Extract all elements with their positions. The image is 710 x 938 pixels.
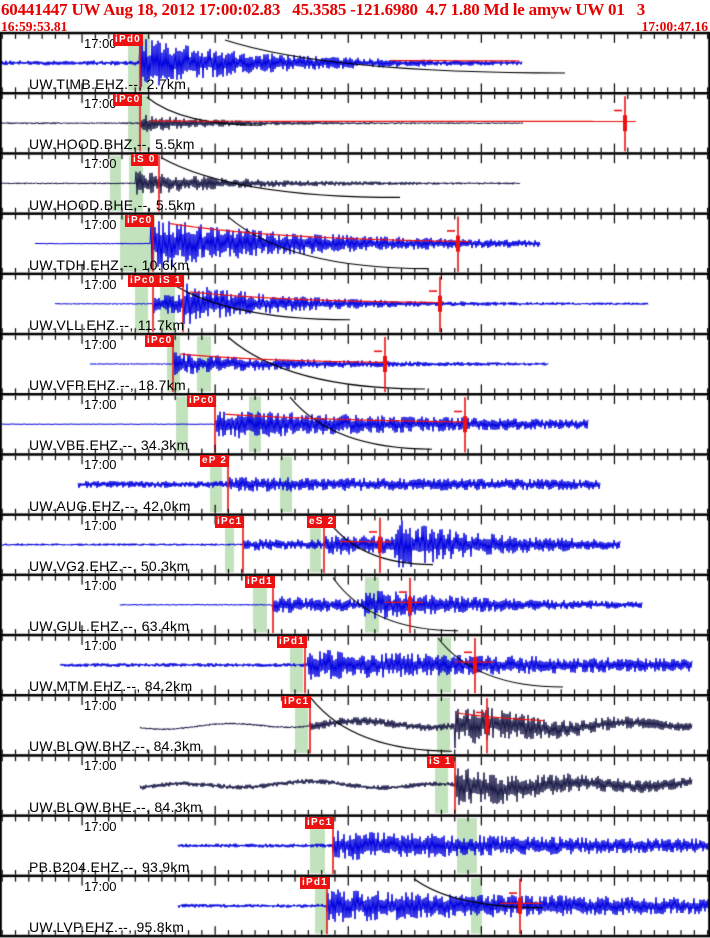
trace-panel[interactable]: 17:00 UW.VG2.EHZ.--, 50.3km iPc1 eS 2 xyxy=(0,515,710,575)
trace-panel[interactable]: 17:00 UW.LVP.EHZ.--, 95.8km iPd1 xyxy=(0,876,710,936)
pick-flag[interactable]: eP 2 xyxy=(200,455,230,468)
window-start-time: 16:59:53.81 xyxy=(1,19,68,34)
station-label: UW.MTM.EHZ.--, 84.2km xyxy=(29,678,193,695)
station-label: UW.LVP.EHZ.--, 95.8km xyxy=(29,918,185,935)
time-label: 17:00 xyxy=(84,36,117,51)
time-label: 17:00 xyxy=(84,818,117,834)
pick-flag[interactable]: iPd0 xyxy=(113,34,143,46)
station-label: UW.BLOW.BHE.--, 84.3km xyxy=(29,798,203,815)
pick-flag[interactable]: iPc0 xyxy=(145,335,175,347)
pick-flag[interactable]: iPc1 xyxy=(215,515,245,528)
time-label: 17:00 xyxy=(84,878,117,894)
time-label: 17:00 xyxy=(84,276,117,292)
trace-panel[interactable]: 17:00 PB.B204.EHZ.--, 93.9km iPc1 xyxy=(0,816,710,876)
pick-flag[interactable]: iS 0 xyxy=(131,154,158,167)
time-label: 17:00 xyxy=(84,337,117,352)
station-label: UW.VFP.EHZ.--, 18.7km xyxy=(29,377,186,394)
station-label: PB.B204.EHZ.--, 93.9km xyxy=(29,858,190,875)
trace-panel[interactable]: 17:00 UW.GUL.EHZ.--, 63.4km iPd1 xyxy=(0,575,710,635)
station-label: UW.VLL.EHZ.--, 11.7km xyxy=(29,316,185,333)
time-label: 17:00 xyxy=(84,638,117,653)
trace-panel[interactable]: 17:00 UW.VFP.EHZ.--, 18.7km iPc0 xyxy=(0,334,710,394)
pick-flag[interactable]: iPc1 xyxy=(305,816,335,829)
pick-flag[interactable]: iPc1 xyxy=(282,696,312,709)
pick-flag[interactable]: iS 1 xyxy=(427,756,454,769)
station-label: UW.GUL.EHZ.--, 63.4km xyxy=(29,617,190,634)
trace-panel[interactable]: 17:00 UW.BLOW.BHZ.--, 84.3km iPc1 xyxy=(0,695,710,755)
pick-flag[interactable]: iPc0 xyxy=(128,274,158,287)
station-label: UW.HOOD.BHE.--, 5.5km xyxy=(29,196,196,213)
trace-panel[interactable]: 17:00 UW.HOOD.BHE.--, 5.5km iS 0 xyxy=(0,153,710,213)
event-header: 60441447 UW Aug 18, 2012 17:00:02.83 45.… xyxy=(0,0,710,34)
time-label: 17:00 xyxy=(84,517,117,533)
trace-panel[interactable]: 17:00 UW.TDH.EHZ.--, 10.6km iPc0 xyxy=(0,214,710,274)
pick-flag[interactable]: iPd1 xyxy=(300,876,330,889)
trace-panel[interactable]: 17:00 UW.BLOW.BHE.--, 84.3km iS 1 xyxy=(0,755,710,815)
station-label: UW.VBE.EHZ.--, 34.3km xyxy=(29,437,189,454)
time-label: 17:00 xyxy=(84,96,117,112)
pick-flag[interactable]: iPc0 xyxy=(113,94,143,107)
pick-flag[interactable]: eS 2 xyxy=(307,515,337,528)
time-label: 17:00 xyxy=(84,156,117,172)
trace-panel[interactable]: 17:00 UW.TIMB.EHZ.--, 2.7km iPd0 xyxy=(0,33,710,93)
time-label: 17:00 xyxy=(84,216,117,232)
event-summary: 60441447 UW Aug 18, 2012 17:00:02.83 45.… xyxy=(1,0,646,19)
station-label: UW.TDH.EHZ.--, 10.6km xyxy=(29,256,190,273)
window-end-time: 17:00:47.16 xyxy=(641,19,708,34)
trace-panel[interactable]: 17:00 UW.VBE.EHZ.--, 34.3km iPc0 xyxy=(0,394,710,454)
trace-panel[interactable]: 17:00 UW.HOOD.BHZ.--, 5.5km iPc0 xyxy=(0,93,710,153)
time-label: 17:00 xyxy=(84,577,117,593)
station-label: UW.HOOD.BHZ.--, 5.5km xyxy=(29,136,195,153)
station-label: UW.AUG.EHZ.--, 42.0km xyxy=(29,497,191,514)
time-label: 17:00 xyxy=(84,698,117,714)
pick-flag[interactable]: iPd1 xyxy=(245,575,275,588)
station-label: UW.TIMB.EHZ.--, 2.7km xyxy=(29,76,187,93)
pick-flag[interactable]: iS 1 xyxy=(157,274,184,287)
time-label: 17:00 xyxy=(84,457,117,473)
station-label: UW.VG2.EHZ.--, 50.3km xyxy=(29,557,189,574)
time-label: 17:00 xyxy=(84,758,117,774)
station-label: UW.BLOW.BHZ.--, 84.3km xyxy=(29,738,202,755)
pick-flag[interactable]: iPd1 xyxy=(277,636,307,648)
time-label: 17:00 xyxy=(84,397,117,413)
trace-panel[interactable]: 17:00 UW.MTM.EHZ.--, 84.2km iPd1 xyxy=(0,635,710,695)
pick-flag[interactable]: iPc0 xyxy=(187,395,217,408)
pick-flag[interactable]: iPc0 xyxy=(125,214,155,227)
trace-panel[interactable]: 17:00 UW.VLL.EHZ.--, 11.7km iPc0 iS 1 xyxy=(0,274,710,334)
trace-panel[interactable]: 17:00 UW.AUG.EHZ.--, 42.0km eP 2 xyxy=(0,454,710,514)
